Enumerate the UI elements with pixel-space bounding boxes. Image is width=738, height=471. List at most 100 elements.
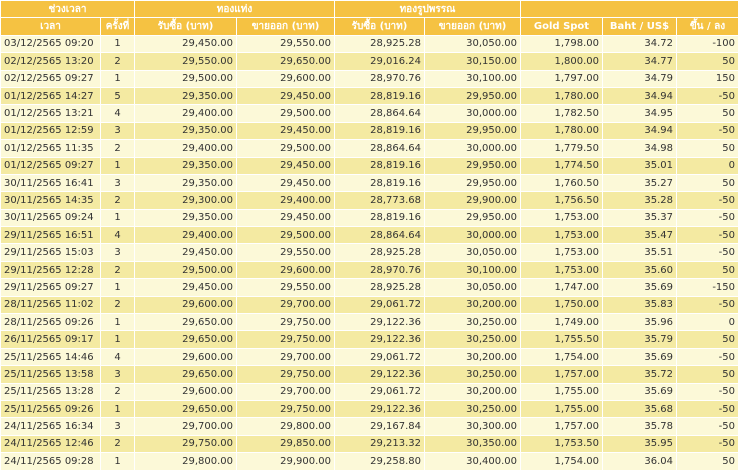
- cell-time: 24/11/2565 16:34: [1, 418, 101, 435]
- cell-orn-sell: 30,000.00: [425, 227, 521, 244]
- cell-gold-spot: 1,780.00: [521, 87, 603, 104]
- cell-bar-sell: 29,750.00: [237, 400, 335, 417]
- cell-time: 30/11/2565 14:35: [1, 192, 101, 209]
- cell-orn-buy: 29,167.84: [335, 418, 425, 435]
- cell-bar-sell: 29,700.00: [237, 383, 335, 400]
- cell-orn-buy: 28,925.28: [335, 35, 425, 52]
- cell-baht-usd: 34.95: [603, 105, 677, 122]
- cell-bar-buy: 29,350.00: [135, 87, 237, 104]
- cell-count: 1: [101, 209, 135, 226]
- cell-baht-usd: 35.78: [603, 418, 677, 435]
- cell-orn-buy: 29,061.72: [335, 383, 425, 400]
- cell-time: 29/11/2565 12:28: [1, 261, 101, 278]
- cell-orn-sell: 30,050.00: [425, 244, 521, 261]
- cell-change: -50: [677, 87, 738, 104]
- cell-change: 150: [677, 70, 738, 87]
- cell-change: -50: [677, 122, 738, 139]
- cell-change: 50: [677, 105, 738, 122]
- cell-count: 3: [101, 418, 135, 435]
- cell-gold-spot: 1,753.00: [521, 261, 603, 278]
- cell-bar-buy: 29,650.00: [135, 400, 237, 417]
- cell-time: 29/11/2565 09:27: [1, 279, 101, 296]
- cell-baht-usd: 35.60: [603, 261, 677, 278]
- cell-gold-spot: 1,757.00: [521, 418, 603, 435]
- cell-baht-usd: 35.95: [603, 435, 677, 452]
- cell-time: 30/11/2565 09:24: [1, 209, 101, 226]
- cell-orn-sell: 29,950.00: [425, 174, 521, 191]
- cell-orn-sell: 30,250.00: [425, 331, 521, 348]
- cell-baht-usd: 34.72: [603, 35, 677, 52]
- group-time-header: ช่วงเวลา: [1, 1, 135, 18]
- cell-count: 3: [101, 366, 135, 383]
- cell-bar-sell: 29,450.00: [237, 174, 335, 191]
- cell-count: 1: [101, 279, 135, 296]
- cell-gold-spot: 1,753.50: [521, 435, 603, 452]
- cell-baht-usd: 35.47: [603, 227, 677, 244]
- cell-orn-buy: 28,864.64: [335, 105, 425, 122]
- cell-bar-sell: 29,600.00: [237, 261, 335, 278]
- cell-bar-sell: 29,450.00: [237, 209, 335, 226]
- cell-time: 25/11/2565 13:28: [1, 383, 101, 400]
- cell-time: 25/11/2565 13:58: [1, 366, 101, 383]
- cell-bar-buy: 29,650.00: [135, 331, 237, 348]
- cell-time: 29/11/2565 15:03: [1, 244, 101, 261]
- cell-change: 50: [677, 140, 738, 157]
- cell-time: 29/11/2565 16:51: [1, 227, 101, 244]
- cell-baht-usd: 35.27: [603, 174, 677, 191]
- cell-change: -50: [677, 383, 738, 400]
- cell-orn-buy: 28,864.64: [335, 140, 425, 157]
- cell-change: -50: [677, 435, 738, 452]
- cell-change: 50: [677, 261, 738, 278]
- cell-orn-buy: 29,122.36: [335, 366, 425, 383]
- cell-bar-sell: 29,750.00: [237, 314, 335, 331]
- cell-bar-buy: 29,750.00: [135, 435, 237, 452]
- cell-change: -50: [677, 244, 738, 261]
- cell-count: 2: [101, 53, 135, 70]
- cell-orn-sell: 30,250.00: [425, 314, 521, 331]
- cell-change: -100: [677, 35, 738, 52]
- cell-count: 5: [101, 87, 135, 104]
- cell-orn-buy: 29,122.36: [335, 314, 425, 331]
- cell-change: -50: [677, 209, 738, 226]
- cell-orn-sell: 29,950.00: [425, 122, 521, 139]
- col-orn-buy-header: รับซื้อ (บาท): [335, 18, 425, 35]
- cell-time: 28/11/2565 09:26: [1, 314, 101, 331]
- cell-bar-buy: 29,650.00: [135, 366, 237, 383]
- cell-time: 01/12/2565 13:21: [1, 105, 101, 122]
- cell-baht-usd: 34.98: [603, 140, 677, 157]
- cell-gold-spot: 1,797.00: [521, 70, 603, 87]
- cell-time: 24/11/2565 09:28: [1, 453, 101, 470]
- cell-bar-sell: 29,500.00: [237, 227, 335, 244]
- cell-baht-usd: 34.94: [603, 122, 677, 139]
- cell-gold-spot: 1,760.50: [521, 174, 603, 191]
- cell-bar-buy: 29,500.00: [135, 70, 237, 87]
- cell-bar-sell: 29,550.00: [237, 279, 335, 296]
- cell-time: 01/12/2565 14:27: [1, 87, 101, 104]
- cell-bar-sell: 29,700.00: [237, 296, 335, 313]
- cell-time: 25/11/2565 14:46: [1, 348, 101, 365]
- cell-orn-sell: 30,000.00: [425, 140, 521, 157]
- cell-count: 1: [101, 453, 135, 470]
- cell-baht-usd: 34.79: [603, 70, 677, 87]
- cell-orn-sell: 30,250.00: [425, 366, 521, 383]
- cell-bar-sell: 29,450.00: [237, 87, 335, 104]
- cell-orn-sell: 30,350.00: [425, 435, 521, 452]
- cell-orn-buy: 28,864.64: [335, 227, 425, 244]
- cell-baht-usd: 35.69: [603, 383, 677, 400]
- col-gold-spot-header: Gold Spot: [521, 18, 603, 35]
- cell-orn-buy: 28,819.16: [335, 174, 425, 191]
- cell-bar-sell: 29,450.00: [237, 157, 335, 174]
- cell-time: 28/11/2565 11:02: [1, 296, 101, 313]
